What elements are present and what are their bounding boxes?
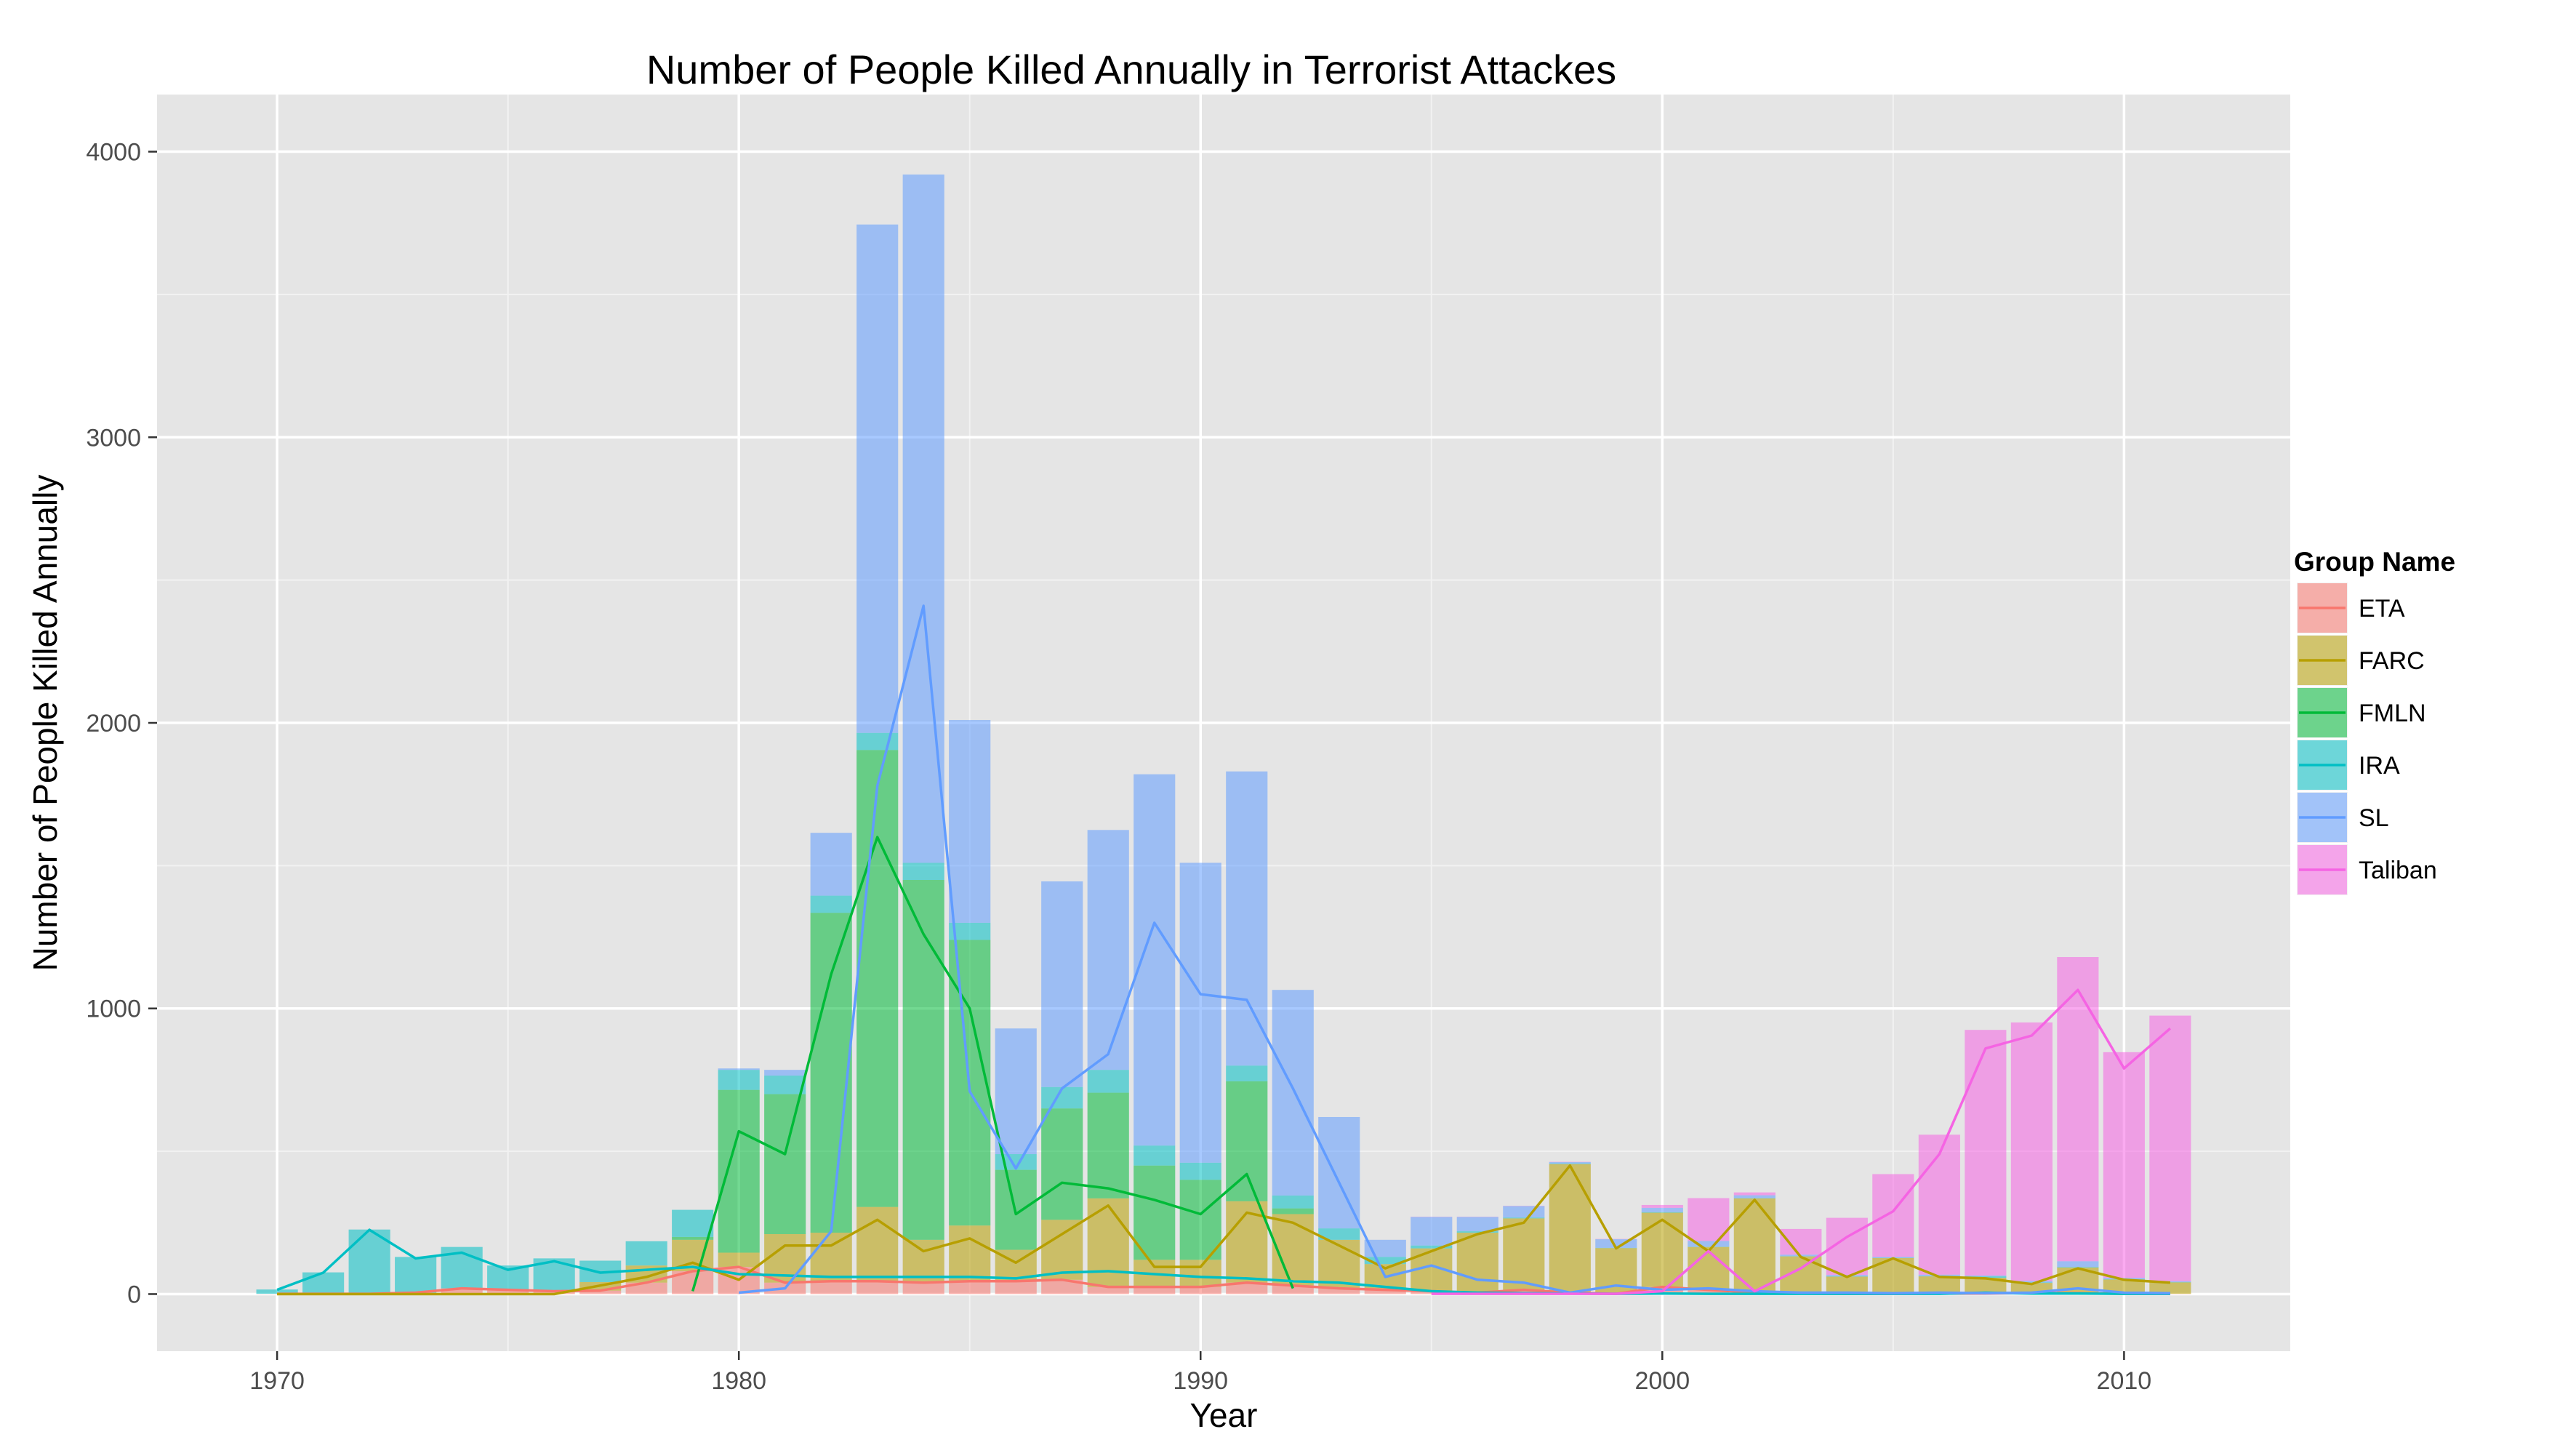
- bar-farc: [1919, 1276, 1960, 1294]
- bar-ira: [395, 1257, 436, 1292]
- bar-taliban: [1872, 1174, 1914, 1257]
- bar-ira: [1088, 1070, 1129, 1092]
- y-tick-label: 3000: [86, 424, 141, 452]
- legend-label: FARC: [2359, 647, 2425, 675]
- bar-sl: [1734, 1196, 1775, 1198]
- bar-eta: [811, 1281, 852, 1294]
- bar-sl: [2057, 1261, 2098, 1267]
- y-tick-label: 2000: [86, 710, 141, 737]
- bar-fmln: [764, 1094, 806, 1234]
- bar-farc: [1826, 1276, 1868, 1294]
- bar-sl: [1041, 881, 1083, 1087]
- bar-farc: [1457, 1233, 1498, 1292]
- bar-farc: [1503, 1218, 1544, 1289]
- bar-sl: [718, 1068, 760, 1070]
- bar-ira: [626, 1241, 667, 1265]
- bar-fmln: [1180, 1180, 1221, 1260]
- bar-fmln: [856, 750, 898, 1206]
- bar-sl: [1642, 1208, 1683, 1212]
- bar-fmln: [718, 1090, 760, 1253]
- bar-ira: [856, 733, 898, 750]
- bar-taliban: [1965, 1030, 2006, 1276]
- bar-sl: [1272, 990, 1314, 1196]
- bar-sl: [1457, 1217, 1498, 1231]
- bar-ira: [1503, 1217, 1544, 1218]
- bar-sl: [1180, 862, 1221, 1162]
- bar-sl: [995, 1028, 1037, 1154]
- bar-ira: [1642, 1212, 1683, 1213]
- legend: Group Name ETA FARC FMLN IRA SL Taliban: [2294, 547, 2455, 896]
- bar-eta: [903, 1283, 944, 1294]
- bar-taliban: [2011, 1022, 2053, 1281]
- bar-farc: [1041, 1220, 1083, 1279]
- y-axis-label: Number of People Killed Annually: [26, 475, 64, 972]
- bar-farc: [811, 1233, 852, 1281]
- bar-sl: [1503, 1206, 1544, 1217]
- bar-fmln: [811, 913, 852, 1233]
- bar-taliban: [2149, 1016, 2191, 1281]
- bar-farc: [1688, 1247, 1729, 1290]
- y-tick-label: 1000: [86, 996, 141, 1023]
- x-tick-label: 2000: [1634, 1367, 1690, 1395]
- y-tick-label: 0: [127, 1281, 141, 1308]
- bar-taliban: [1780, 1229, 1821, 1254]
- bar-eta: [949, 1281, 990, 1294]
- legend-label: FMLN: [2359, 700, 2426, 727]
- bar-ira: [1133, 1145, 1175, 1165]
- bar-farc: [1088, 1198, 1129, 1287]
- x-axis: 1970 1980 1990 2000 2010: [249, 1351, 2151, 1395]
- bar-sl: [764, 1070, 806, 1076]
- bar-fmln: [1041, 1108, 1083, 1220]
- bar-sl: [1133, 774, 1175, 1146]
- bar-sl: [856, 225, 898, 733]
- bar-farc: [856, 1207, 898, 1281]
- bar-fmln: [1272, 1209, 1314, 1214]
- legend-label: ETA: [2359, 595, 2405, 623]
- bar-sl: [811, 833, 852, 895]
- bar-ira: [903, 862, 944, 880]
- bar-farc: [1180, 1260, 1221, 1286]
- bar-ira: [718, 1070, 760, 1089]
- bar-sl: [949, 720, 990, 923]
- bar-sl: [1226, 772, 1267, 1066]
- bar-fmln: [1088, 1093, 1129, 1198]
- bar-farc: [1642, 1213, 1683, 1287]
- bar-eta: [995, 1281, 1037, 1294]
- x-tick-label: 1980: [711, 1367, 766, 1395]
- bar-ira: [1180, 1163, 1221, 1180]
- bar-ira: [1226, 1065, 1267, 1081]
- legend-label: SL: [2359, 804, 2389, 832]
- bar-farc: [718, 1253, 760, 1268]
- y-tick-label: 4000: [86, 139, 141, 167]
- x-tick-label: 1990: [1173, 1367, 1228, 1395]
- legend-label: IRA: [2359, 752, 2400, 780]
- bar-taliban: [1734, 1193, 1775, 1196]
- bar-taliban: [1642, 1205, 1683, 1208]
- x-tick-label: 1970: [249, 1367, 305, 1395]
- bar-fmln: [1226, 1081, 1267, 1201]
- legend-title: Group Name: [2294, 547, 2455, 577]
- bar-ira: [764, 1076, 806, 1094]
- bar-ira: [302, 1273, 344, 1294]
- x-axis-label: Year: [1190, 1396, 1258, 1434]
- bar-ira: [672, 1210, 713, 1237]
- bar-taliban: [2103, 1052, 2145, 1278]
- chart-title: Number of People Killed Annually in Terr…: [646, 47, 1616, 92]
- y-axis: 0 1000 2000 3000 4000: [86, 139, 157, 1309]
- bar-eta: [856, 1281, 898, 1294]
- bar-ira: [811, 896, 852, 913]
- bar-farc: [949, 1225, 990, 1281]
- bar-sl: [1088, 830, 1129, 1070]
- bar-sl: [1549, 1162, 1591, 1164]
- legend-label: Taliban: [2359, 857, 2437, 884]
- bar-ira: [1272, 1196, 1314, 1209]
- x-tick-label: 2010: [2097, 1367, 2152, 1395]
- bar-sl: [1411, 1217, 1452, 1245]
